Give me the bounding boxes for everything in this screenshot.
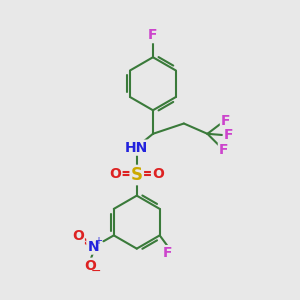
Text: O: O (84, 259, 96, 273)
Text: HN: HN (124, 141, 148, 154)
Text: F: F (148, 28, 158, 42)
Text: F: F (221, 114, 230, 128)
Text: +: + (94, 236, 103, 246)
Text: O: O (152, 167, 164, 181)
Text: F: F (163, 246, 173, 260)
Text: O: O (110, 167, 122, 181)
Text: F: F (224, 128, 233, 142)
Text: O: O (72, 229, 84, 243)
Text: F: F (219, 143, 228, 157)
Text: N: N (87, 240, 99, 254)
Text: S: S (131, 166, 143, 184)
Text: −: − (90, 265, 101, 278)
